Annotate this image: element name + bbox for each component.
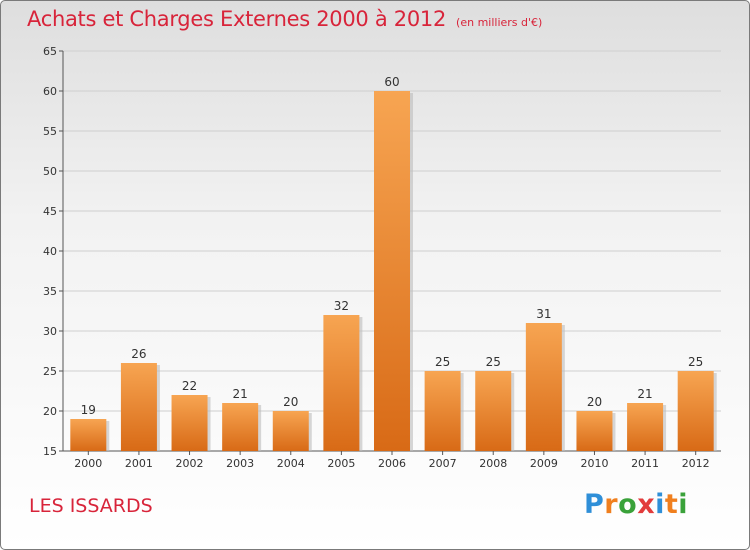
bar	[576, 411, 613, 451]
x-tick-label: 2006	[378, 457, 406, 470]
proxiti-logo: Proxiti	[584, 489, 688, 520]
x-tick-label: 2011	[631, 457, 659, 470]
bar	[171, 395, 208, 451]
x-tick-label: 2002	[176, 457, 204, 470]
bar	[323, 315, 360, 451]
y-tick-label: 25	[43, 365, 57, 378]
x-tick-label: 2004	[277, 457, 305, 470]
bar-value-label: 20	[283, 395, 298, 409]
x-tick-label: 2005	[327, 457, 355, 470]
bar-value-label: 25	[688, 355, 703, 369]
y-tick-label: 50	[43, 165, 57, 178]
logo-letter: t	[664, 489, 679, 520]
y-tick-label: 40	[43, 245, 57, 258]
logo-letter: P	[584, 489, 605, 520]
logo-letter: o	[618, 489, 638, 520]
bar-value-label: 26	[131, 347, 146, 361]
y-tick-label: 60	[43, 85, 57, 98]
chart-title-text: Achats et Charges Externes 2000 à 2012	[27, 7, 447, 31]
bar	[677, 371, 714, 451]
bar-value-label: 25	[486, 355, 501, 369]
bar	[120, 363, 157, 451]
bar-value-label: 60	[384, 75, 399, 89]
x-tick-label: 2000	[74, 457, 102, 470]
chart-title: Achats et Charges Externes 2000 à 2012 (e…	[27, 7, 542, 31]
bar-value-label: 21	[637, 387, 652, 401]
x-tick-label: 2003	[226, 457, 254, 470]
y-tick-label: 35	[43, 285, 57, 298]
y-tick-label: 30	[43, 325, 57, 338]
chart-subtitle: (en milliers d'€)	[456, 16, 543, 29]
bar-value-label: 31	[536, 307, 551, 321]
bar	[70, 419, 107, 451]
x-tick-label: 2001	[125, 457, 153, 470]
y-tick-label: 45	[43, 205, 57, 218]
logo-letter: r	[604, 489, 619, 520]
x-tick-label: 2010	[580, 457, 608, 470]
bar-value-label: 25	[435, 355, 450, 369]
x-tick-label: 2012	[682, 457, 710, 470]
bar-value-label: 19	[81, 403, 96, 417]
x-tick-label: 2009	[530, 457, 558, 470]
bar	[525, 323, 562, 451]
commune-name: LES ISSARDS	[29, 495, 153, 517]
x-tick-label: 2007	[429, 457, 457, 470]
bar	[424, 371, 461, 451]
bar-value-label: 32	[334, 299, 349, 313]
bar-value-label: 20	[587, 395, 602, 409]
y-tick-label: 65	[43, 45, 57, 58]
logo-letter: i	[655, 489, 665, 520]
y-tick-label: 15	[43, 445, 57, 458]
y-tick-label: 55	[43, 125, 57, 138]
bar	[627, 403, 664, 451]
bar-value-label: 22	[182, 379, 197, 393]
bar	[475, 371, 512, 451]
bar-value-label: 21	[233, 387, 248, 401]
logo-letter: x	[637, 489, 656, 520]
y-tick-label: 20	[43, 405, 57, 418]
bar	[374, 91, 410, 451]
logo-letter: i	[678, 489, 689, 520]
x-tick-label: 2008	[479, 457, 507, 470]
bar	[222, 403, 259, 451]
bar	[272, 411, 309, 451]
